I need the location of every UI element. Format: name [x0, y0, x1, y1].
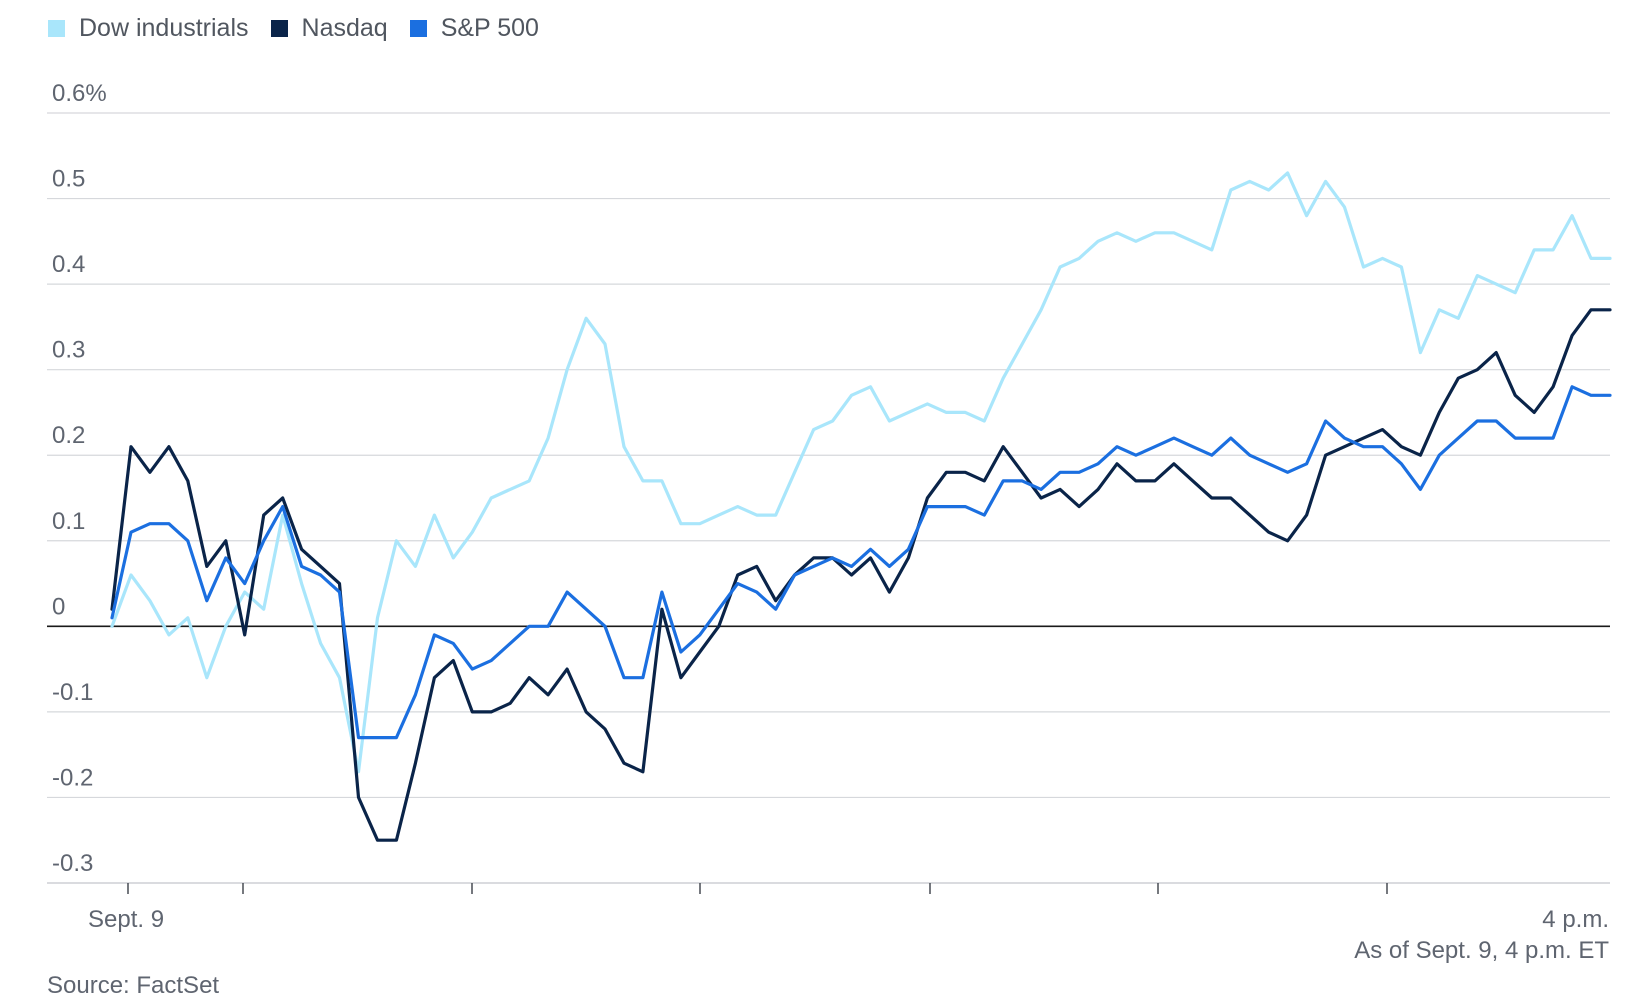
chart-legend: Dow industrials Nasdaq S&P 500	[48, 14, 561, 43]
as-of-note: As of Sept. 9, 4 p.m. ET	[1354, 937, 1609, 964]
series-line-s-p-500	[110, 385, 1612, 740]
y-tick-label: -0.2	[52, 764, 93, 791]
y-tick-label: 0.2	[52, 422, 85, 449]
legend-swatch-nasdaq	[270, 20, 288, 37]
x-tick-label-end: 4 p.m.	[1542, 906, 1609, 933]
legend-label-sp500: S&P 500	[440, 14, 539, 42]
legend-label-nasdaq: Nasdaq	[301, 14, 388, 42]
y-tick-label: -0.1	[52, 679, 93, 706]
legend-label-dow: Dow industrials	[79, 14, 249, 42]
legend-swatch-sp500	[409, 20, 427, 37]
y-tick-label: 0.6%	[52, 80, 107, 107]
series-line-nasdaq	[110, 308, 1612, 842]
y-axis-tick-labels: 0.6% 0.5 0.4 0.3 0.2 0.1 0 -0.1 -0.2 -0.3	[52, 80, 107, 877]
y-tick-label: 0	[52, 593, 65, 620]
legend-swatch-dow	[48, 20, 65, 37]
x-axis: Sept. 9 4 p.m.	[47, 882, 1610, 933]
chart-series	[110, 171, 1612, 842]
y-tick-label: 0.3	[52, 337, 85, 364]
x-tick-label-start: Sept. 9	[88, 906, 164, 933]
legend-item-nasdaq: Nasdaq	[270, 14, 388, 43]
source-note: Source: FactSet	[47, 972, 220, 999]
legend-item-sp500: S&P 500	[409, 14, 539, 43]
series-line-dow-industrials	[110, 171, 1612, 774]
y-tick-label: 0.5	[52, 166, 85, 193]
y-tick-label: 0.4	[52, 251, 85, 278]
legend-item-dow: Dow industrials	[48, 14, 249, 43]
y-tick-label: -0.3	[52, 850, 93, 877]
y-tick-label: 0.1	[52, 508, 85, 535]
